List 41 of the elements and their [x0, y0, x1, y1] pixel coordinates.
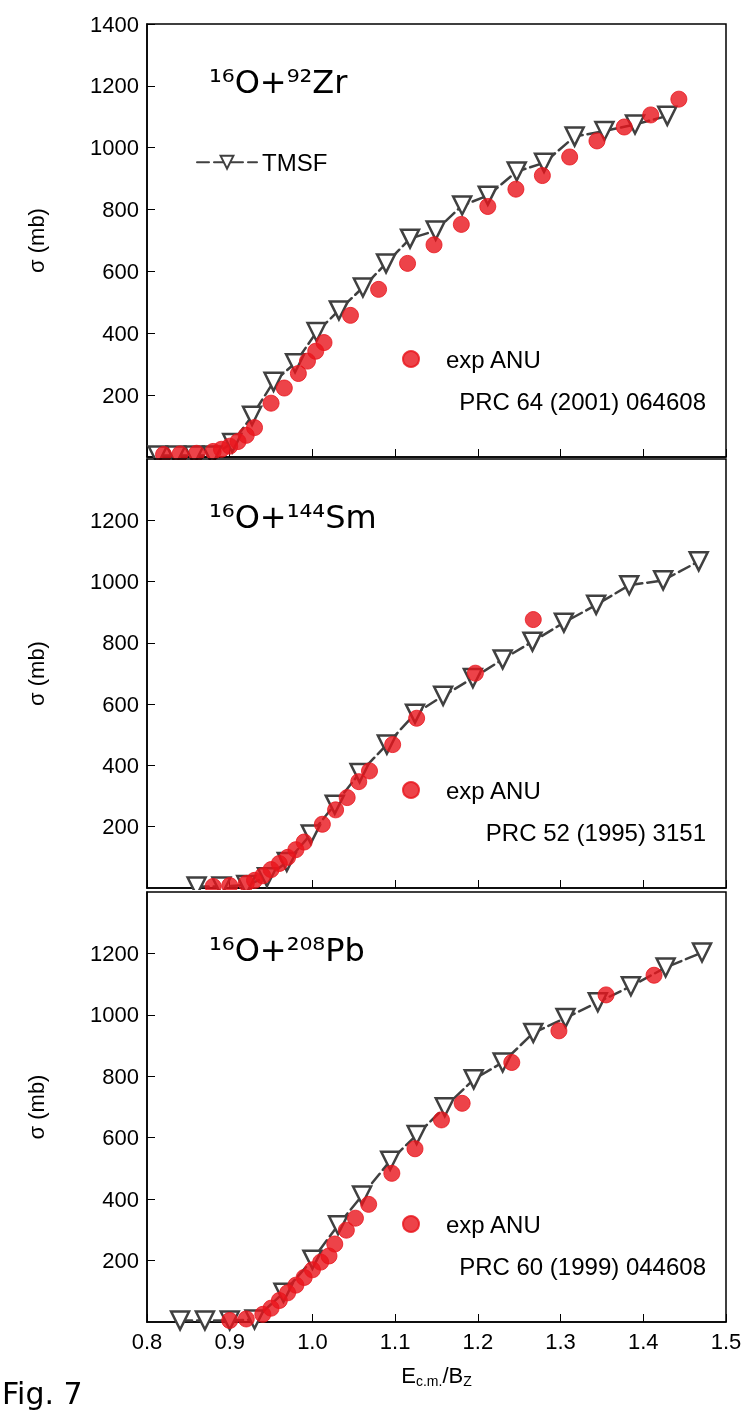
- x-tick-label: 0.8: [131, 1328, 163, 1354]
- x-tick-label: 1.1: [379, 1328, 411, 1354]
- y-tick-label: 1400: [90, 11, 139, 37]
- legend-label: exp ANU: [446, 776, 541, 804]
- y-tick-label: 1000: [90, 569, 139, 595]
- x-tick-label: 1.2: [462, 1328, 494, 1354]
- legend-label: TMSF: [262, 148, 328, 176]
- legend-label: exp ANU: [446, 1210, 541, 1238]
- y-tick-label: 600: [102, 691, 139, 717]
- caption: Fig. 7: [2, 1375, 83, 1411]
- annotation: ¹⁶O+¹⁴⁴Sm: [209, 498, 377, 536]
- y-tick-label: 1000: [90, 1002, 139, 1028]
- y-tick-label: 200: [102, 382, 139, 408]
- y-axis-title: σ (mb): [23, 641, 49, 706]
- y-tick-label: 1200: [90, 507, 139, 533]
- y-tick-label: 600: [102, 1125, 139, 1151]
- y-tick-label: 600: [102, 258, 139, 284]
- y-tick-label: 1200: [90, 940, 139, 966]
- y-tick-label: 200: [102, 1248, 139, 1274]
- x-tick-label: 0.9: [214, 1328, 246, 1354]
- annotation: PRC 60 (1999) 044608: [459, 1252, 707, 1280]
- y-tick-label: 1000: [90, 135, 139, 161]
- y-tick-label: 1200: [90, 73, 139, 99]
- y-tick-label: 800: [102, 197, 139, 223]
- annotation: ¹⁶O+²⁰⁸Pb: [209, 931, 365, 969]
- y-tick-label: 200: [102, 814, 139, 840]
- x-tick-label: 1.5: [710, 1328, 742, 1354]
- y-tick-label: 800: [102, 630, 139, 656]
- y-tick-label: 400: [102, 752, 139, 778]
- y-axis-title: σ (mb): [23, 208, 49, 273]
- annotation: ¹⁶O+⁹²Zr: [209, 63, 349, 101]
- annotation: PRC 64 (2001) 064608: [459, 387, 707, 415]
- y-axis-title: σ (mb): [23, 1074, 49, 1140]
- annotation: PRC 52 (1995) 3151: [485, 818, 706, 846]
- legend-label: exp ANU: [446, 345, 541, 373]
- y-tick-label: 400: [102, 320, 139, 346]
- x-tick-label: 1.0: [297, 1328, 328, 1354]
- x-tick-label: 1.4: [627, 1328, 659, 1354]
- x-tick-label: 1.3: [545, 1328, 576, 1354]
- y-tick-label: 800: [102, 1063, 139, 1089]
- y-tick-label: 400: [102, 1186, 139, 1212]
